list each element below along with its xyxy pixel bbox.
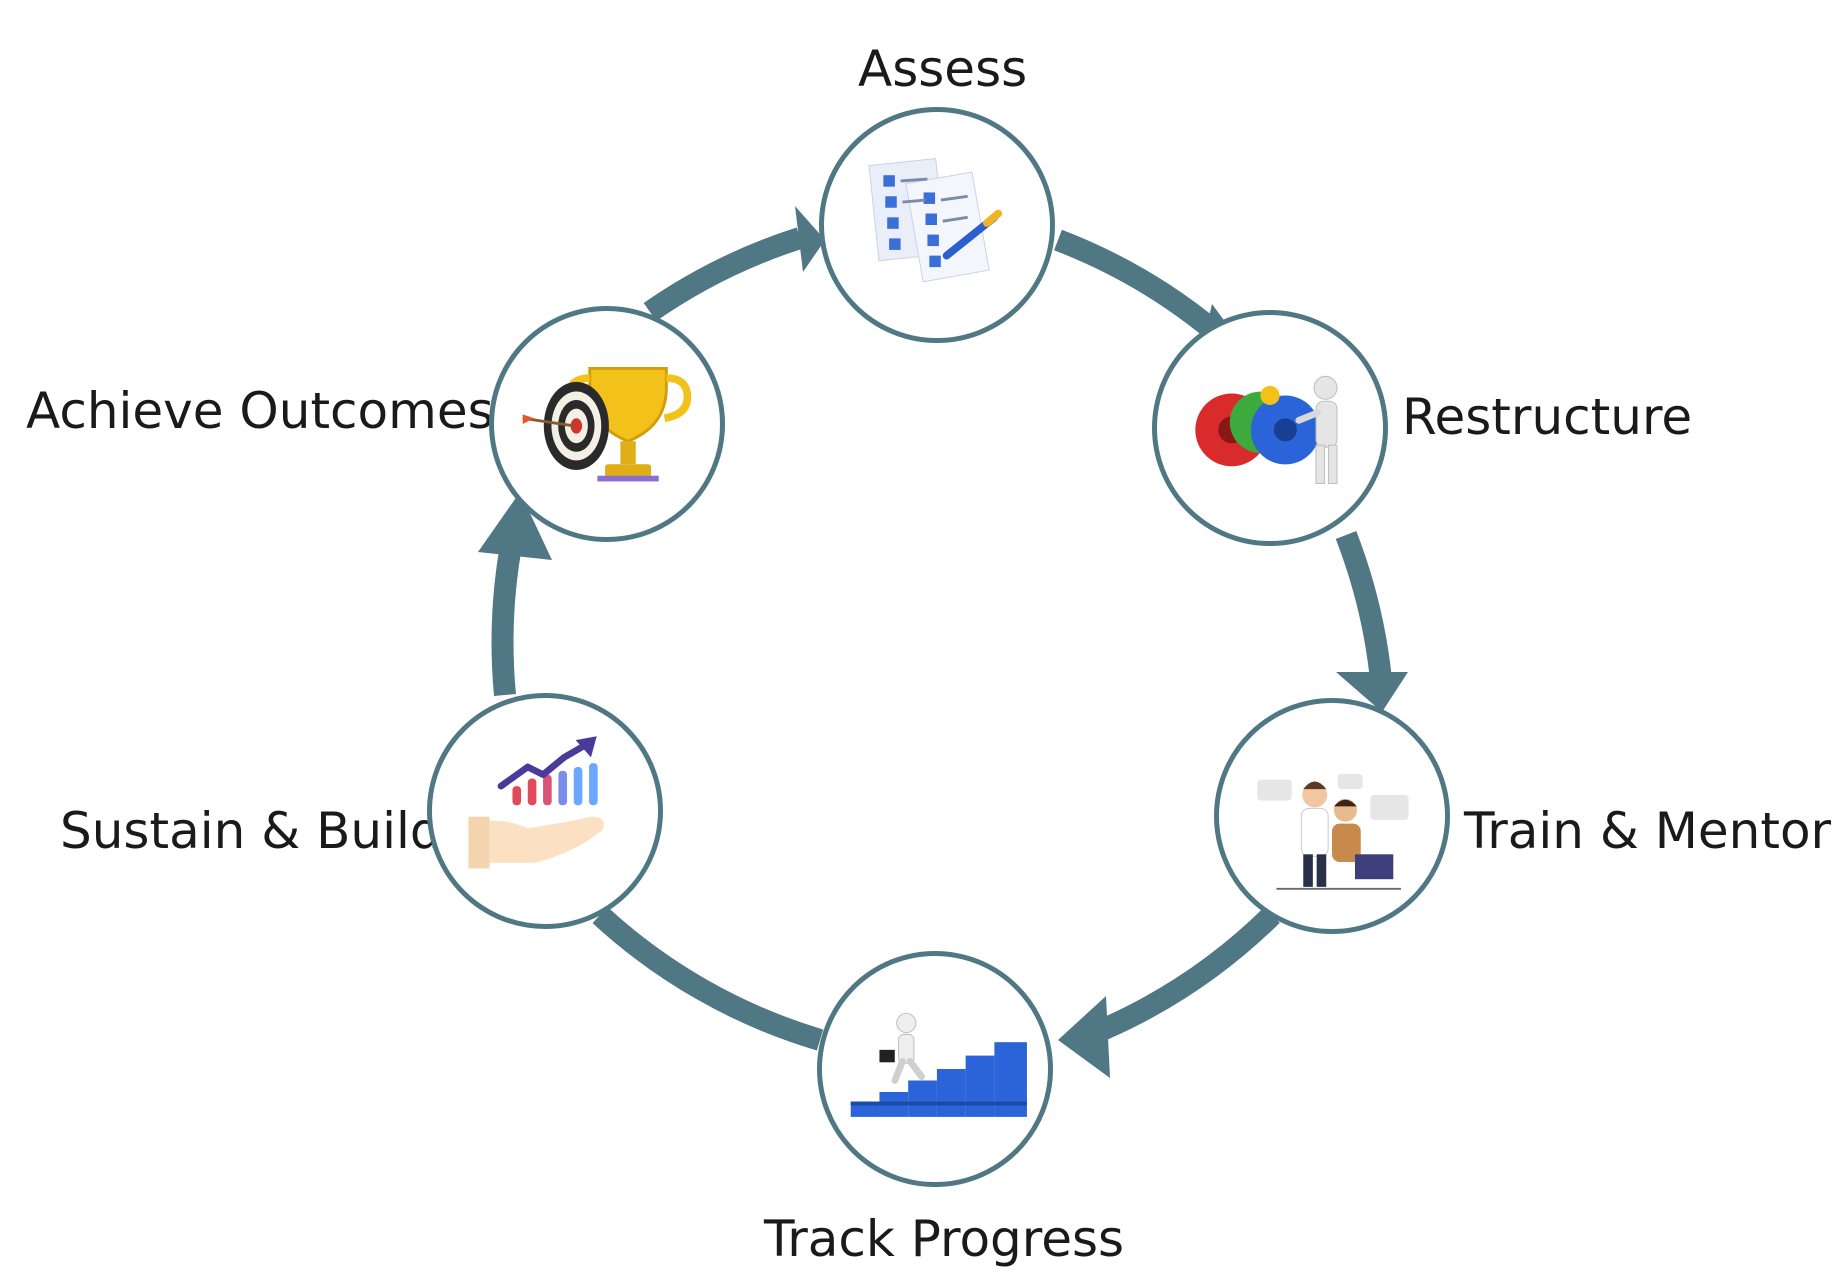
arc-train-track (1085, 907, 1280, 1046)
step-node-train (1214, 698, 1450, 934)
arc-achieve-assess (643, 227, 804, 322)
hand-growth-chart-icon (468, 736, 604, 869)
step-label-assess: Assess (858, 40, 1028, 98)
step-label-track: Track Progress (764, 1210, 1125, 1268)
mentoring-people-icon (1257, 773, 1409, 890)
arc-sustain-achieve (491, 537, 523, 697)
step-label-restructure: Restructure (1402, 388, 1693, 446)
stairs-businessman-icon (850, 1012, 1027, 1117)
trophy-target-icon (522, 367, 692, 482)
arc-track-sustain (592, 906, 824, 1051)
arrowhead-track (1058, 996, 1110, 1078)
gears-person-icon (1195, 375, 1338, 485)
step-node-sustain (427, 693, 663, 929)
arc-restructure-train (1335, 531, 1393, 691)
checklist-pen-icon (868, 158, 1003, 283)
arrowhead-achieve (478, 492, 552, 560)
step-node-track (817, 951, 1053, 1187)
step-label-achieve: Achieve Outcomes (26, 382, 494, 440)
step-node-assess (819, 107, 1055, 343)
arrowhead-assess (795, 206, 825, 272)
step-node-restructure (1152, 310, 1388, 546)
arrowhead-train (1336, 672, 1408, 712)
step-label-sustain: Sustain & Build (60, 802, 442, 860)
step-node-achieve (489, 306, 725, 542)
step-label-train: Train & Mentor (1464, 802, 1832, 860)
